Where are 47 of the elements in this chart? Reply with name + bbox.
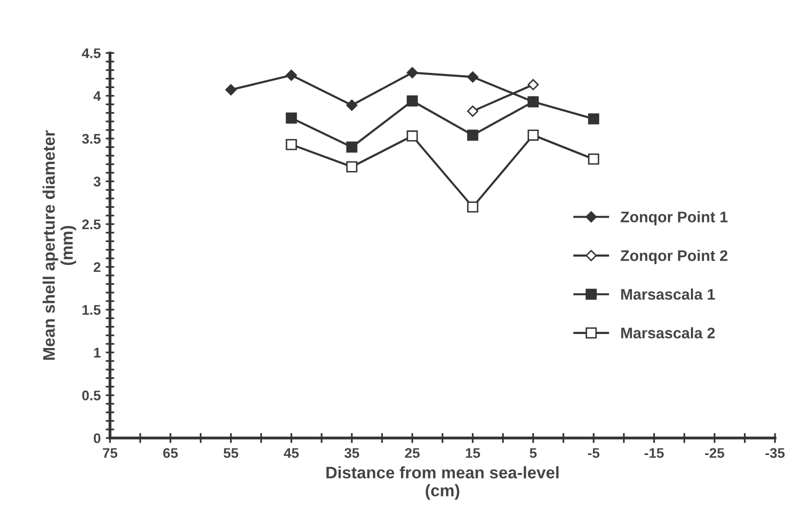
point xyxy=(346,100,358,111)
point xyxy=(467,201,478,213)
point xyxy=(286,70,297,81)
legend-label: Zonqor Point 2 xyxy=(620,250,728,264)
point xyxy=(406,95,418,106)
x-axis-title: Distance from mean sea-level (cm) xyxy=(326,466,559,500)
point xyxy=(528,79,539,90)
point xyxy=(588,154,600,165)
x-tick-label: -35 xyxy=(766,448,785,458)
point xyxy=(286,112,297,124)
x-tick-label: -5 xyxy=(588,448,600,458)
point xyxy=(346,161,358,172)
y-tick-label: 3 xyxy=(94,176,100,187)
x-tick-label: 55 xyxy=(224,448,238,458)
point xyxy=(467,71,478,83)
y-tick-label: 0 xyxy=(94,433,100,444)
x-tick-label: 65 xyxy=(163,448,178,458)
x-tick-label: 25 xyxy=(405,448,420,458)
point xyxy=(588,113,600,124)
point xyxy=(286,138,297,150)
point xyxy=(467,106,478,117)
x-tick-label: 5 xyxy=(530,448,537,458)
point xyxy=(225,84,237,96)
x-tick-label: 45 xyxy=(284,448,299,458)
y-tick-label: 0.5 xyxy=(82,390,101,400)
y-tick-label: 3.5 xyxy=(82,134,101,144)
y-tick-label: 4 xyxy=(93,91,101,101)
x-tick-label: -15 xyxy=(644,448,664,458)
y-tick-label: 4.5 xyxy=(82,48,101,58)
point xyxy=(528,96,539,108)
point xyxy=(406,130,418,142)
y-tick-label: 2.5 xyxy=(82,219,101,230)
y-tick-label: 2 xyxy=(94,262,100,272)
point xyxy=(528,130,539,141)
legend-label: Marsascala 2 xyxy=(621,327,715,338)
point xyxy=(467,130,478,141)
legend-label: Marsascala 1 xyxy=(621,288,715,300)
x-tick-label: -25 xyxy=(705,448,724,458)
point xyxy=(346,142,358,153)
x-tick-label: 35 xyxy=(344,448,360,458)
x-tick-label: 75 xyxy=(102,448,118,458)
point xyxy=(406,67,418,78)
y-tick-label: 1 xyxy=(94,348,101,358)
y-tick-label: 1.5 xyxy=(82,305,101,315)
x-tick-label: 15 xyxy=(466,448,480,458)
y-axis-title: Mean shell aperture diameter (mm) xyxy=(42,130,76,360)
legend-label: Zonqor Point 1 xyxy=(620,211,728,226)
